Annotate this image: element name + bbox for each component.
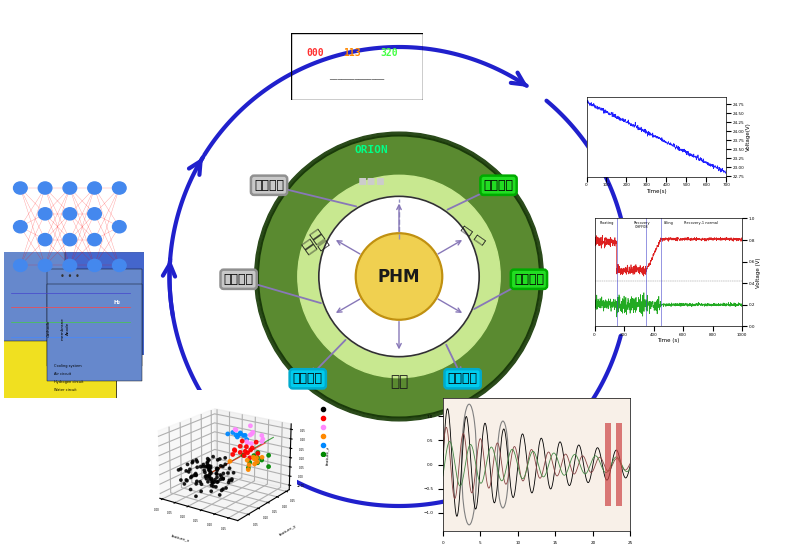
FancyBboxPatch shape	[47, 284, 142, 380]
X-axis label: Time(s): Time(s)	[646, 189, 666, 194]
Text: Recovery-1 normal: Recovery-1 normal	[684, 221, 717, 225]
Text: 性能预测: 性能预测	[223, 273, 254, 286]
Text: Idling: Idling	[663, 221, 674, 225]
Text: 监
测: 监 测	[460, 224, 488, 246]
Text: 识别: 识别	[390, 374, 408, 389]
Text: • • •: • • •	[60, 272, 80, 281]
Text: Recovery
CHFF08: Recovery CHFF08	[634, 221, 650, 229]
FancyBboxPatch shape	[47, 269, 142, 366]
Circle shape	[88, 259, 101, 272]
Bar	[616, 423, 622, 506]
Circle shape	[63, 233, 77, 246]
Circle shape	[38, 233, 52, 246]
Circle shape	[14, 182, 27, 194]
FancyBboxPatch shape	[2, 259, 116, 398]
FancyBboxPatch shape	[62, 252, 172, 354]
Text: 预测性
维护: 预测性 维护	[297, 227, 330, 260]
Text: ─────────────: ─────────────	[330, 77, 385, 82]
Circle shape	[88, 208, 101, 220]
Y-axis label: Voltage (V): Voltage (V)	[757, 257, 761, 288]
X-axis label: Time (s): Time (s)	[657, 338, 680, 343]
Circle shape	[63, 208, 77, 220]
Circle shape	[38, 182, 52, 194]
Y-axis label: feature_y: feature_y	[279, 524, 298, 537]
Circle shape	[88, 233, 101, 246]
Circle shape	[63, 259, 77, 272]
Text: membrane: membrane	[61, 317, 65, 340]
Text: ▪▪▪: ▪▪▪	[358, 173, 385, 187]
Text: Floating: Floating	[599, 221, 614, 225]
Circle shape	[63, 182, 77, 194]
Circle shape	[298, 175, 500, 378]
Text: Water circuit: Water circuit	[54, 388, 77, 392]
Text: 故障诊断: 故障诊断	[293, 372, 322, 385]
Text: 数据处理: 数据处理	[514, 273, 544, 286]
Text: PHM: PHM	[377, 268, 421, 285]
Circle shape	[113, 221, 126, 233]
Circle shape	[113, 259, 126, 272]
Circle shape	[38, 208, 52, 220]
Circle shape	[14, 221, 27, 233]
Circle shape	[255, 132, 543, 421]
Circle shape	[258, 135, 540, 418]
Text: 状态评估: 状态评估	[448, 372, 477, 385]
Text: H₂: H₂	[113, 300, 120, 305]
X-axis label: feature_x: feature_x	[171, 534, 191, 543]
Bar	[605, 423, 611, 506]
Circle shape	[88, 182, 101, 194]
Text: Anode: Anode	[66, 322, 70, 335]
Y-axis label: Voltage(V): Voltage(V)	[745, 123, 751, 151]
Text: ORION: ORION	[354, 145, 389, 155]
Text: Air circuit: Air circuit	[54, 372, 71, 376]
Circle shape	[38, 259, 52, 272]
Circle shape	[355, 233, 443, 320]
Text: 控制维护: 控制维护	[254, 179, 284, 192]
Text: Cathode: Cathode	[46, 320, 51, 337]
Text: Hydrogen circuit: Hydrogen circuit	[54, 380, 84, 384]
Text: 数据采集: 数据采集	[484, 179, 514, 192]
Circle shape	[113, 182, 126, 194]
Circle shape	[358, 235, 440, 318]
Circle shape	[14, 259, 27, 272]
Text: 320: 320	[380, 48, 397, 58]
Text: 113: 113	[343, 48, 361, 58]
Text: Cooling system: Cooling system	[54, 364, 82, 368]
Text: 000: 000	[306, 48, 324, 58]
FancyBboxPatch shape	[0, 244, 65, 341]
Circle shape	[319, 196, 479, 357]
